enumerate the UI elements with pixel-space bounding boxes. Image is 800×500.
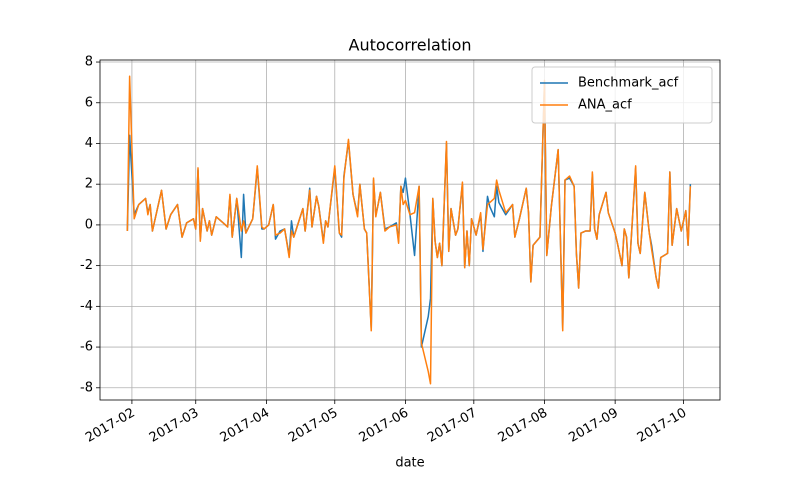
y-tick-label: 8	[85, 55, 93, 70]
y-tick-label: 2	[85, 177, 93, 192]
axes-frame	[99, 59, 721, 401]
legend-box	[531, 66, 713, 124]
y-tick-label: -6	[80, 340, 93, 355]
legend-label: ANA_acf	[578, 98, 632, 113]
legend-label: Benchmark_acf	[578, 76, 679, 91]
x-axis-label: date	[395, 456, 424, 471]
y-tick-label: 0	[85, 217, 93, 232]
y-tick-label: -4	[80, 299, 93, 314]
chart-title: Autocorrelation	[349, 36, 472, 55]
plot-area	[126, 75, 692, 385]
grid	[100, 60, 720, 400]
series-line	[126, 75, 692, 385]
y-tick-label: 4	[85, 136, 93, 151]
legend: Benchmark_acf ANA_acf	[531, 66, 713, 124]
y-tick-label: 6	[85, 95, 93, 110]
y-tick-label: -8	[80, 380, 93, 395]
y-tick-label: -2	[80, 258, 93, 273]
